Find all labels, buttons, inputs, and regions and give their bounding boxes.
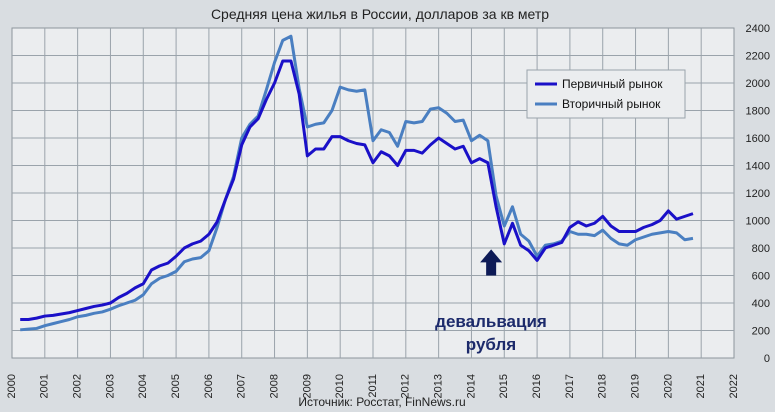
y-tick-label: 1400 <box>746 161 770 173</box>
legend-box <box>526 69 686 119</box>
x-tick-label: 2022 <box>728 374 740 398</box>
grid-layer <box>12 28 734 358</box>
x-tick-label: 2021 <box>695 374 707 398</box>
legend: Первичный рынок Вторичный рынок <box>526 69 686 119</box>
x-tick-label: 2009 <box>301 374 313 398</box>
series-line-primary <box>20 59 694 321</box>
series-layer <box>20 34 694 332</box>
devaluation-arrow <box>480 249 503 276</box>
x-tick-label: 2005 <box>170 374 182 398</box>
devaluation-annotation: девальвация рубля <box>435 249 547 354</box>
x-tick-label: 2020 <box>662 374 674 398</box>
x-tick-label: 2018 <box>597 374 609 398</box>
x-tick-label: 2002 <box>72 374 84 398</box>
y-tick-labels: 0 200 400 600 800 1000 1200 1400 1600 1800 2000 220… <box>746 23 770 365</box>
y-tick-label: 1800 <box>746 106 770 118</box>
y-tick-label: 1200 <box>746 188 770 200</box>
x-tick-label: 2010 <box>334 374 346 398</box>
x-tick-label: 2016 <box>531 374 543 398</box>
x-tick-label: 2012 <box>400 374 412 398</box>
y-tick-label: 0 <box>764 353 770 365</box>
x-tick-label: 2000 <box>6 374 18 398</box>
x-tick-label: 2004 <box>137 374 149 398</box>
x-tick-label: 2001 <box>39 374 51 398</box>
y-tick-label: 2200 <box>746 51 770 63</box>
x-tick-label: 2006 <box>203 374 215 398</box>
x-tick-label: 2019 <box>629 374 641 398</box>
legend-label-primary: Первичный рынок <box>562 77 663 91</box>
series-line-secondary <box>20 34 694 332</box>
x-tick-label: 2014 <box>465 374 477 398</box>
y-tick-label: 2000 <box>746 78 770 90</box>
annotation-line-2: рубля <box>466 335 516 354</box>
chart-title-group: Средняя цена жилья в России, долларов за… <box>211 6 549 22</box>
y-tick-label: 800 <box>752 243 770 255</box>
x-tick-label: 2017 <box>564 374 576 398</box>
y-tick-label: 600 <box>752 271 770 283</box>
x-tick-label: 2008 <box>268 374 280 398</box>
y-tick-label: 200 <box>752 326 770 338</box>
x-tick-labels: 2000 2001 2002 2003 2004 2005 2006 2007 2008 2009… <box>6 374 740 398</box>
legend-label-secondary: Вторичный рынок <box>562 97 661 111</box>
x-tick-label: 2007 <box>236 374 248 398</box>
y-tick-label: 1000 <box>746 216 770 228</box>
x-tick-label: 2003 <box>104 374 116 398</box>
y-tick-label: 1600 <box>746 133 770 145</box>
y-tick-label: 2400 <box>746 23 770 35</box>
x-tick-label: 2015 <box>498 374 510 398</box>
x-tick-label: 2013 <box>433 374 445 398</box>
x-tick-label: 2011 <box>367 374 379 398</box>
annotation-line-1: девальвация <box>435 312 547 331</box>
chart-title: Средняя цена жилья в России, долларов за… <box>211 6 549 22</box>
source-note: Источник: Росстат, FinNews.ru <box>298 395 465 409</box>
y-tick-label: 400 <box>752 298 770 310</box>
